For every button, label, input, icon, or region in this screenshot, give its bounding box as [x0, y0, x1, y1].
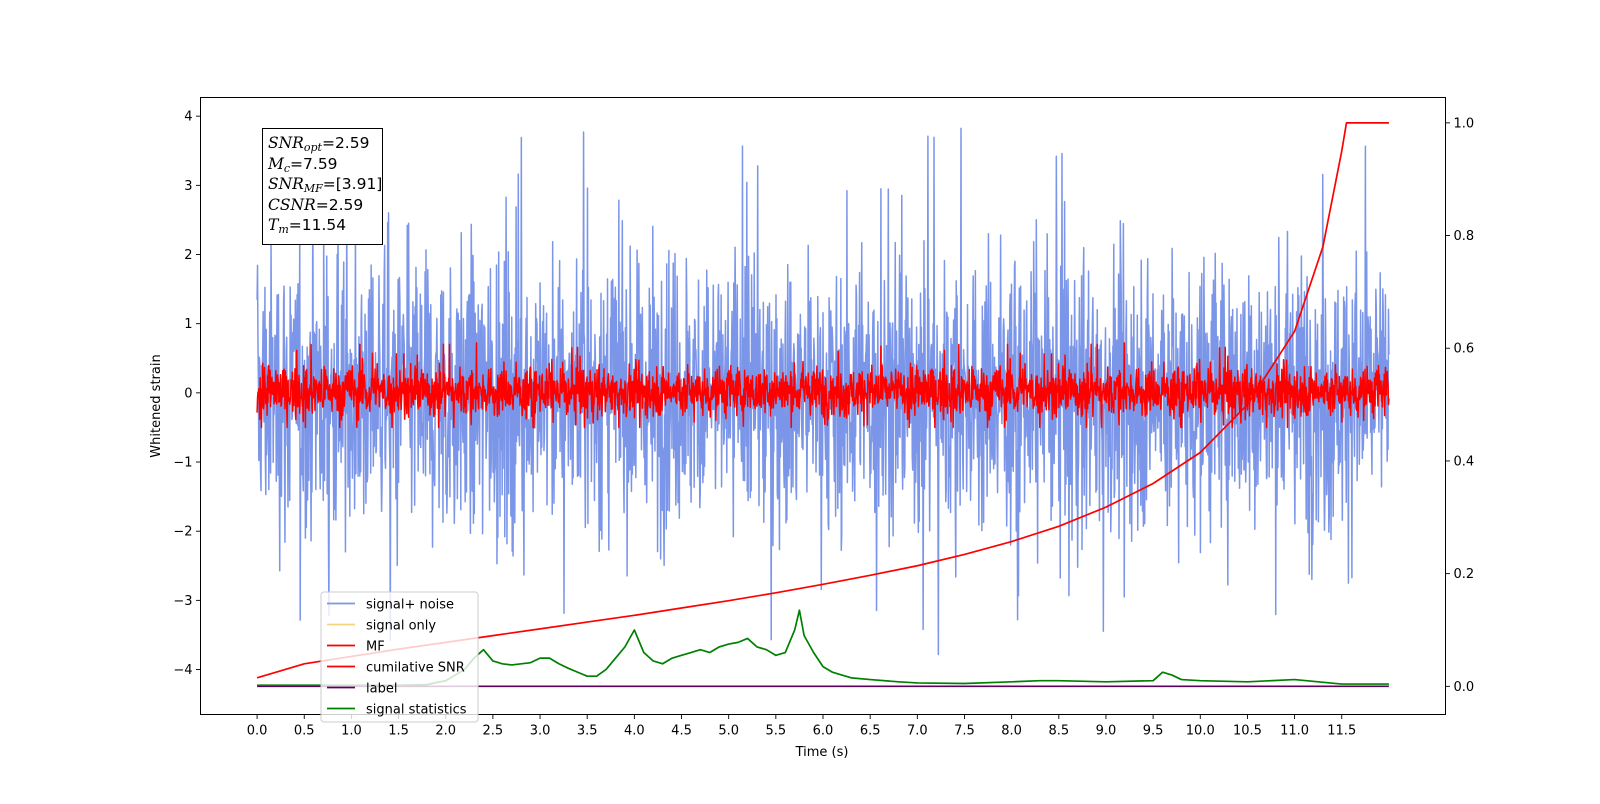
x-tick-label: 2.5 — [483, 724, 504, 739]
stats-symbol: SNR — [268, 134, 304, 152]
x-tick-label: 11.5 — [1327, 724, 1356, 739]
y-tick-label: −2 — [173, 525, 192, 540]
x-tick-label: 2.0 — [435, 724, 456, 739]
y2-tick-label: 0.2 — [1454, 567, 1475, 582]
y2-tick-label: 0.8 — [1454, 229, 1475, 244]
stats-box: SNRopt=2.59 Mc=7.59 SNRMF=[3.91] CSNR=2.59 T… — [262, 128, 383, 245]
y2-tick-label: 0.6 — [1454, 342, 1475, 357]
stats-value: =11.54 — [288, 216, 347, 234]
y2-tick-label: 0.4 — [1454, 454, 1475, 469]
y-axis-right: 0.0 0.2 0.4 0.6 0.8 1.0 — [1445, 116, 1475, 695]
y-tick-label: 1 — [184, 317, 192, 332]
x-tick-label: 3.5 — [577, 724, 598, 739]
x-tick-label: 11.0 — [1280, 724, 1309, 739]
stats-subscript: c — [283, 161, 291, 175]
legend-entry: label — [366, 682, 397, 697]
stats-subscript: opt — [303, 141, 322, 154]
x-tick-label: 5.5 — [765, 724, 786, 739]
legend: signal+ noise signal only MF cumilative SNR… — [320, 591, 479, 723]
series-signal-statistics — [257, 609, 1389, 687]
y-tick-label: −3 — [173, 594, 192, 609]
x-tick-label: 7.5 — [954, 724, 975, 739]
series-mf — [256, 342, 1390, 429]
x-tick-label: 3.0 — [530, 724, 551, 739]
stats-symbol: M — [268, 154, 284, 173]
y-tick-label: 3 — [184, 179, 192, 194]
x-tick-label: 0.5 — [294, 724, 315, 739]
x-tick-label: 4.0 — [624, 724, 645, 739]
legend-entry: cumilative SNR — [366, 661, 465, 676]
stats-row: SNRMF=[3.91] — [268, 174, 382, 195]
x-tick-label: 9.5 — [1143, 724, 1164, 739]
x-tick-label: 10.0 — [1186, 724, 1215, 739]
stats-subscript: MF — [303, 182, 323, 195]
stats-symbol: T — [268, 216, 279, 234]
stats-row: Mc=7.59 — [268, 154, 382, 175]
y-tick-label: −1 — [173, 456, 192, 471]
x-tick-label: 8.0 — [1001, 724, 1022, 739]
stats-value: =[3.91] — [322, 175, 383, 193]
x-tick-label: 7.0 — [907, 724, 928, 739]
x-tick-label: 4.5 — [671, 724, 692, 739]
stats-row: CSNR=2.59 — [268, 195, 382, 216]
stats-row: SNRopt=2.59 — [268, 133, 382, 154]
legend-entry: MF — [366, 640, 385, 655]
x-axis: 0.0 0.5 1.0 1.5 2.0 2.5 3.0 3.5 4.0 4.5 5.0 5.5 6.0 6… — [247, 714, 1356, 739]
y-tick-label: 4 — [184, 110, 192, 125]
stats-symbol: SNR — [268, 175, 304, 193]
y-axis-label: Whitened strain — [149, 354, 164, 457]
x-tick-label: 9.0 — [1096, 724, 1117, 739]
x-axis-label: Time (s) — [795, 745, 849, 760]
stats-subscript: m — [278, 223, 289, 236]
legend-box — [320, 591, 479, 723]
x-tick-label: 1.5 — [388, 724, 409, 739]
x-tick-label: 0.0 — [247, 724, 268, 739]
y-tick-label: 0 — [184, 386, 192, 401]
stats-value: =7.59 — [290, 154, 338, 173]
legend-entry: signal statistics — [366, 703, 467, 718]
y-tick-label: 2 — [184, 248, 192, 263]
stats-row: Tm=11.54 — [268, 215, 382, 236]
legend-entry: signal+ noise — [366, 598, 454, 613]
x-tick-label: 1.0 — [341, 724, 362, 739]
x-tick-label: 8.5 — [1048, 724, 1069, 739]
x-tick-label: 6.0 — [813, 724, 834, 739]
stats-symbol: CSNR — [268, 195, 316, 214]
x-tick-label: 6.5 — [860, 724, 881, 739]
legend-entry: signal only — [366, 619, 436, 634]
x-tick-label: 10.5 — [1233, 724, 1262, 739]
x-tick-label: 5.0 — [718, 724, 739, 739]
y-tick-label: −4 — [173, 663, 192, 678]
y2-tick-label: 1.0 — [1454, 116, 1475, 131]
y-axis-left: −4 −3 −2 −1 0 1 2 3 4 — [173, 110, 201, 678]
y2-tick-label: 0.0 — [1454, 680, 1475, 695]
stats-value: =2.59 — [315, 195, 364, 214]
stats-value: =2.59 — [321, 134, 370, 152]
